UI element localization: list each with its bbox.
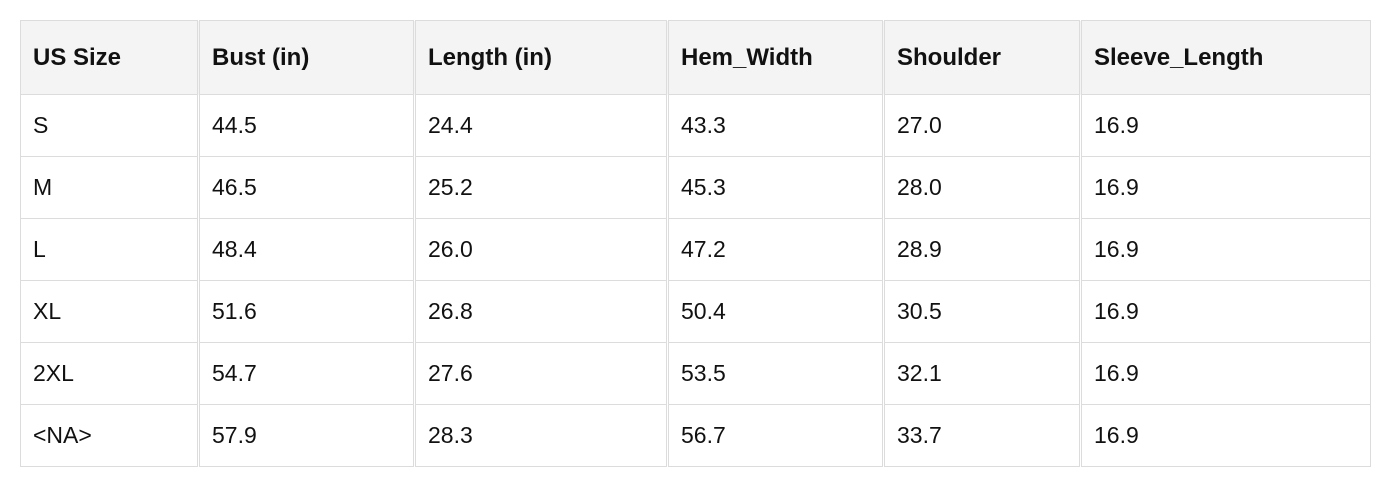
table-cell: 32.1 [882,342,1082,405]
table-cell: 57.9 [197,404,416,467]
column-header: Hem_Width [666,20,885,95]
table-cell: 2XL [20,342,200,405]
table-cell: 43.3 [666,94,885,157]
table-cell: 28.9 [882,218,1082,281]
table-cell: 16.9 [1079,94,1371,157]
column-header: Sleeve_Length [1079,20,1371,95]
table-cell: M [20,156,200,219]
column-header: Length (in) [413,20,669,95]
table-cell: 28.3 [413,404,669,467]
table-row: <NA> 57.9 28.3 56.7 33.7 16.9 [20,404,1371,467]
table-row: 2XL 54.7 27.6 53.5 32.1 16.9 [20,342,1371,405]
table-cell: 26.0 [413,218,669,281]
table-cell: 53.5 [666,342,885,405]
table-cell: 51.6 [197,280,416,343]
table-cell: 26.8 [413,280,669,343]
table-cell: S [20,94,200,157]
table-cell: 44.5 [197,94,416,157]
column-header: Shoulder [882,20,1082,95]
table-cell: 25.2 [413,156,669,219]
table-cell: 16.9 [1079,342,1371,405]
table-cell: 16.9 [1079,156,1371,219]
table-cell: 27.0 [882,94,1082,157]
table-cell: <NA> [20,404,200,467]
column-header: Bust (in) [197,20,416,95]
table-cell: 45.3 [666,156,885,219]
table-cell: 30.5 [882,280,1082,343]
table-cell: 27.6 [413,342,669,405]
header-row: US Size Bust (in) Length (in) Hem_Width Shou… [20,20,1371,95]
table-cell: 16.9 [1079,404,1371,467]
table-cell: 54.7 [197,342,416,405]
table-row: XL 51.6 26.8 50.4 30.5 16.9 [20,280,1371,343]
table-cell: 16.9 [1079,280,1371,343]
table-cell: 50.4 [666,280,885,343]
table-cell: 46.5 [197,156,416,219]
table-cell: 16.9 [1079,218,1371,281]
table-cell: 28.0 [882,156,1082,219]
table-row: S 44.5 24.4 43.3 27.0 16.9 [20,94,1371,157]
table-cell: XL [20,280,200,343]
table-cell: 47.2 [666,218,885,281]
table-row: L 48.4 26.0 47.2 28.9 16.9 [20,218,1371,281]
table-cell: 48.4 [197,218,416,281]
table-row: M 46.5 25.2 45.3 28.0 16.9 [20,156,1371,219]
table-cell: 24.4 [413,94,669,157]
size-chart-table: US Size Bust (in) Length (in) Hem_Width Shou… [20,20,1371,467]
table-cell: 56.7 [666,404,885,467]
table-cell: 33.7 [882,404,1082,467]
column-header: US Size [20,20,200,95]
table-cell: L [20,218,200,281]
